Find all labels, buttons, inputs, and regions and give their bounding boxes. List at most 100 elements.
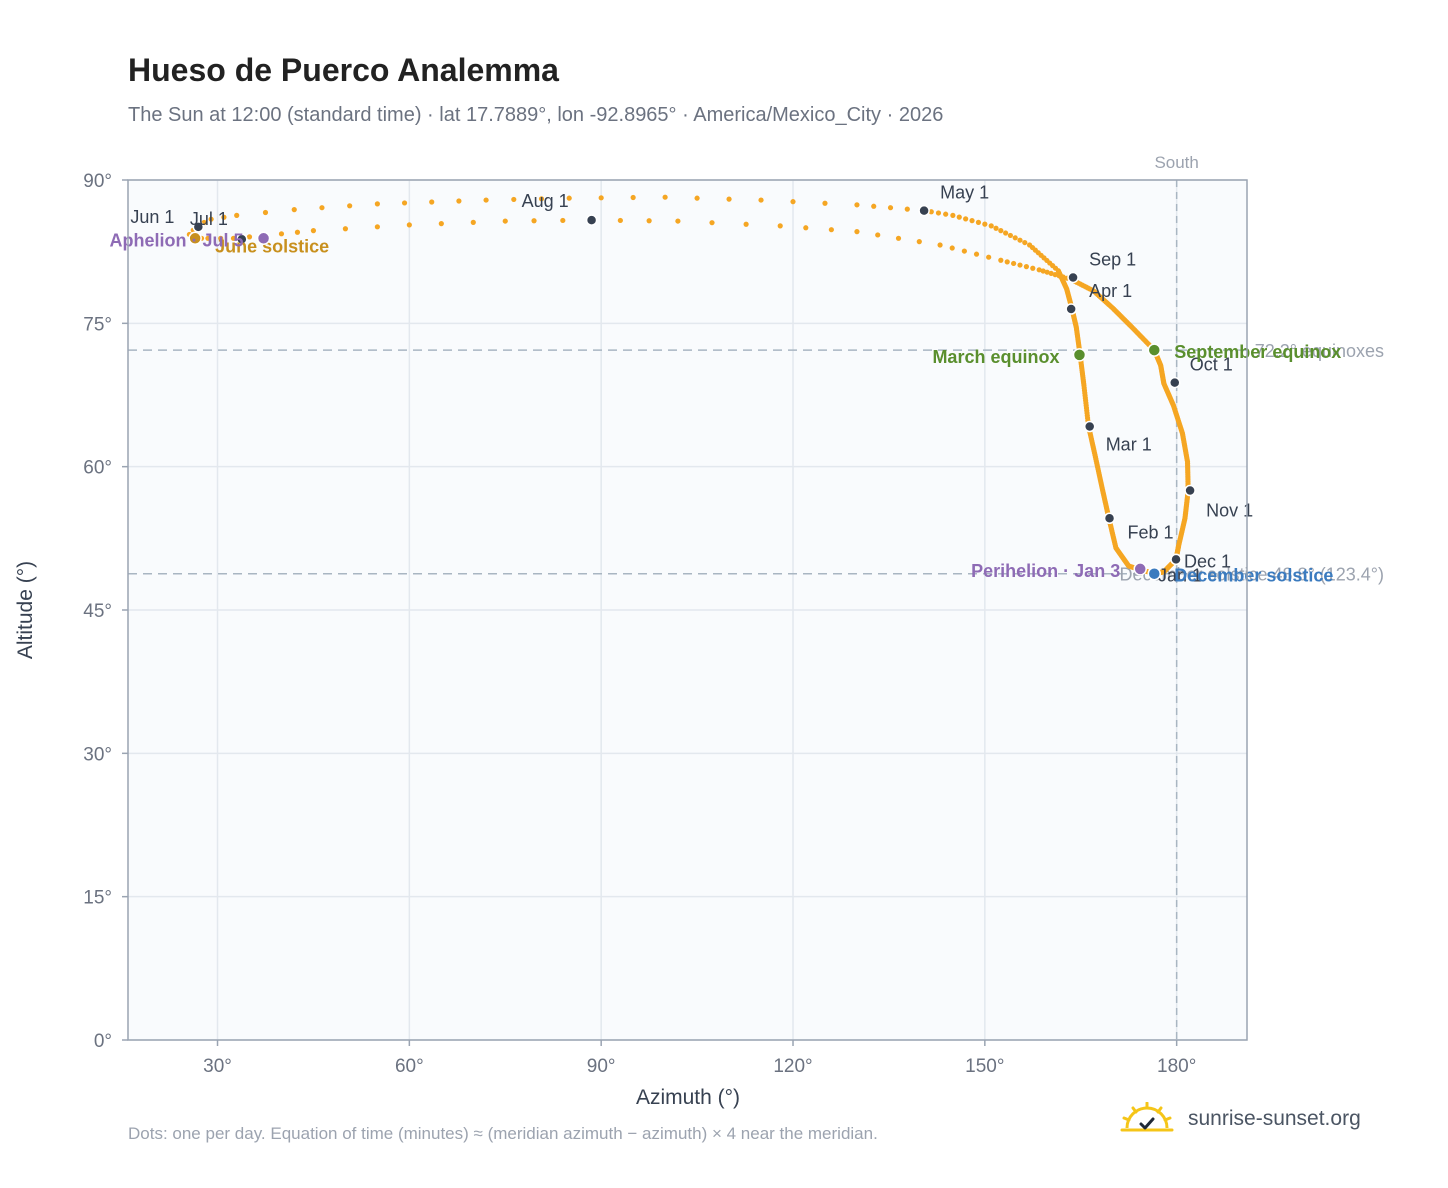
day-dot	[937, 242, 943, 248]
event-label: December solstice	[1174, 566, 1333, 586]
meridian-label: South	[1154, 153, 1198, 172]
day-dot	[743, 221, 749, 227]
day-dot	[342, 226, 349, 232]
x-tick-label: 90°	[587, 1056, 616, 1077]
month-label: Jun 1	[130, 207, 174, 227]
day-dot	[310, 228, 317, 234]
day-dot	[709, 220, 715, 226]
reference-lines: South 72.2° equinoxes December solstice 48…	[128, 153, 1384, 1040]
day-dot	[904, 206, 910, 212]
day-dot	[1022, 239, 1028, 246]
y-axis-label: Altitude (°)	[14, 561, 37, 659]
event-markers: March equinox September equinox June solst…	[110, 230, 1342, 585]
day-dot	[483, 197, 489, 203]
y-tick-label: 30°	[83, 744, 112, 765]
month-label: Dec 1	[1184, 551, 1231, 571]
x-tick-label: 120°	[773, 1056, 812, 1077]
day-dot	[935, 210, 942, 216]
day-dot	[560, 217, 566, 224]
event-label: March equinox	[932, 347, 1059, 367]
month-label: Mar 1	[1106, 435, 1152, 455]
day-dot	[949, 245, 955, 251]
y-tick-label: 90°	[83, 171, 112, 192]
day-dot	[438, 221, 444, 227]
day-dot	[928, 209, 934, 215]
month-marker	[1184, 484, 1196, 497]
y-tick-label: 45°	[83, 601, 112, 622]
day-dot	[975, 219, 982, 225]
day-dot	[675, 218, 681, 224]
day-dot	[456, 198, 462, 204]
day-dot	[401, 200, 408, 206]
day-dot	[1004, 259, 1010, 265]
day-dot	[988, 223, 994, 229]
day-dot	[429, 199, 435, 205]
month-marker	[1168, 376, 1181, 389]
day-dot	[1007, 232, 1014, 239]
day-dot	[1052, 272, 1058, 278]
y-tick-label: 60°	[83, 458, 112, 479]
month-marker	[585, 214, 598, 226]
day-dot	[998, 228, 1004, 234]
day-dot	[208, 216, 214, 222]
day-dot	[234, 212, 240, 218]
month-label: Oct 1	[1190, 355, 1233, 375]
day-dot	[470, 219, 476, 225]
day-dot	[993, 225, 999, 231]
day-dot	[694, 195, 700, 201]
day-dot	[221, 214, 227, 220]
day-dot	[1017, 237, 1023, 243]
day-dot	[916, 239, 922, 245]
x-tick-label: 180°	[1157, 1056, 1196, 1077]
footer-note: Dots: one per day. Equation of time (min…	[128, 1124, 878, 1143]
reference-line-label: 72.2° equinoxes	[1255, 341, 1384, 361]
y-tick-label: 75°	[83, 314, 112, 335]
day-dot	[218, 235, 224, 241]
brand[interactable]: sunrise-sunset.org	[1120, 1102, 1361, 1136]
day-dot	[262, 209, 269, 216]
month-marker	[1065, 303, 1077, 315]
day-dot	[895, 235, 902, 241]
day-dot	[374, 201, 380, 207]
month-marker	[236, 233, 248, 245]
month-label: Sep 1	[1089, 249, 1136, 269]
day-dot	[982, 221, 988, 227]
day-dot	[871, 203, 877, 209]
day-dot	[1036, 267, 1042, 273]
x-tick-label: 30°	[203, 1056, 232, 1077]
day-dot	[278, 231, 285, 237]
event-marker	[1072, 348, 1087, 362]
month-label: Jul 1	[190, 209, 228, 229]
event-marker	[1133, 562, 1147, 576]
x-axis-label: Azimuth (°)	[636, 1086, 740, 1109]
day-dot	[854, 202, 860, 208]
day-dot	[1044, 269, 1050, 275]
day-dot	[662, 194, 668, 200]
reference-line-label: December solstice 48.8° (123.4°)	[1119, 565, 1384, 585]
day-dot	[943, 211, 949, 217]
day-dot	[1030, 265, 1036, 271]
brand-name[interactable]: sunrise-sunset.org	[1188, 1107, 1361, 1130]
day-dot	[646, 218, 652, 224]
day-dot	[538, 196, 545, 202]
day-dot	[822, 200, 828, 206]
day-dot	[1011, 260, 1017, 267]
day-dot	[531, 218, 537, 224]
day-dot	[777, 223, 783, 229]
month-label: May 1	[940, 183, 989, 203]
day-dot	[1017, 262, 1023, 268]
day-dot	[319, 205, 325, 211]
event-marker	[256, 231, 271, 246]
day-dot	[828, 227, 834, 233]
event-marker	[188, 231, 202, 246]
day-dot	[887, 205, 894, 211]
day-dot	[1060, 274, 1066, 280]
day-dot	[963, 216, 969, 222]
day-dot	[246, 234, 253, 240]
axes: 30° 60° 90° 120° 150° 180° 0° 15° 30° 45° 60° 75° 90…	[83, 171, 1196, 1077]
event-label: Perihelion · Jan 3	[971, 561, 1120, 581]
day-dot	[406, 222, 412, 228]
day-dot	[998, 257, 1004, 263]
month-marker	[1170, 553, 1182, 566]
day-dot	[854, 229, 860, 235]
